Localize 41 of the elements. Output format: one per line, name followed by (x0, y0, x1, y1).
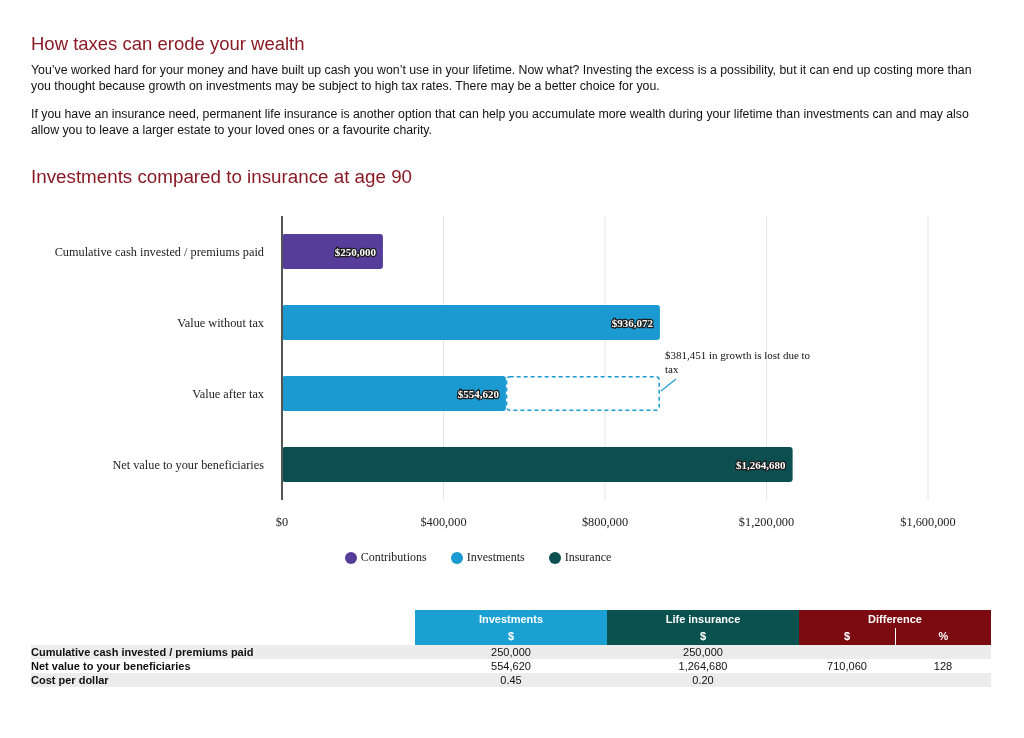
text: 250,000 (491, 646, 531, 658)
text: 250,000 (683, 646, 723, 658)
category-label: Cumulative cash invested / premiums paid (31, 646, 254, 658)
text: You’ve worked hard for your money and have built up cash you won’t use in your lifetime. Now what? Investing the excess is a possibility, but it can end up costing more than you thought because growth on investments may be subject to high tax rates. There may be a better choice for you. (31, 62, 973, 94)
category-label: Net value to your beneficiaries (31, 660, 191, 672)
x-tick-label: $400,000 (420, 514, 467, 529)
text: 1,264,680 (678, 660, 728, 672)
text: Difference (799, 610, 991, 628)
text: 0.45 (500, 674, 522, 686)
category-label: Cost per dollar (31, 674, 109, 686)
bar (282, 447, 793, 482)
category-label: $ (799, 628, 895, 645)
text: 554,620 (491, 660, 531, 672)
text: Life insurance (607, 610, 799, 628)
x-tick-label: $0 (275, 514, 289, 529)
y-tick-label: Value after tax (192, 386, 264, 401)
text: Investments (415, 610, 607, 628)
data-label: $554,620 (457, 387, 500, 400)
text: 128 (933, 660, 953, 672)
bar (282, 305, 660, 340)
y-tick-label: Net value to your beneficiaries (112, 457, 265, 472)
category-label: % (895, 628, 991, 645)
data-label: $936,072 (611, 316, 654, 329)
x-tick-label: $1,200,000 (738, 514, 795, 529)
annotation: $381,451 in growth is lost due to tax (664, 347, 812, 376)
chart-title: How taxes can erode your wealth (31, 33, 305, 55)
text: 710,060 (827, 660, 867, 672)
data-label: $1,264,680 (736, 458, 787, 471)
category-label: $ (415, 628, 607, 645)
chart-subtitle: Investments compared to insurance at age 90 (31, 166, 413, 188)
text: If you have an insurance need, permanent life insurance is another option that can help you accumulate more wealth during your lifetime than investments can and may also allow you to leave a larger estate to your loved ones or a favourite charity. (31, 106, 970, 138)
legend-label: Insurance (564, 550, 612, 564)
text: 0.20 (692, 674, 714, 686)
data-label: $250,000 (334, 245, 377, 258)
x-tick-label: $1,600,000 (900, 514, 956, 529)
legend-label: Contributions (360, 550, 427, 564)
y-tick-label: Value without tax (177, 315, 264, 330)
x-tick-label: $800,000 (581, 514, 629, 529)
category-label: $ (607, 628, 799, 645)
legend-label: Investments (466, 550, 525, 564)
y-tick-label: Cumulative cash invested / premiums paid (54, 244, 264, 259)
